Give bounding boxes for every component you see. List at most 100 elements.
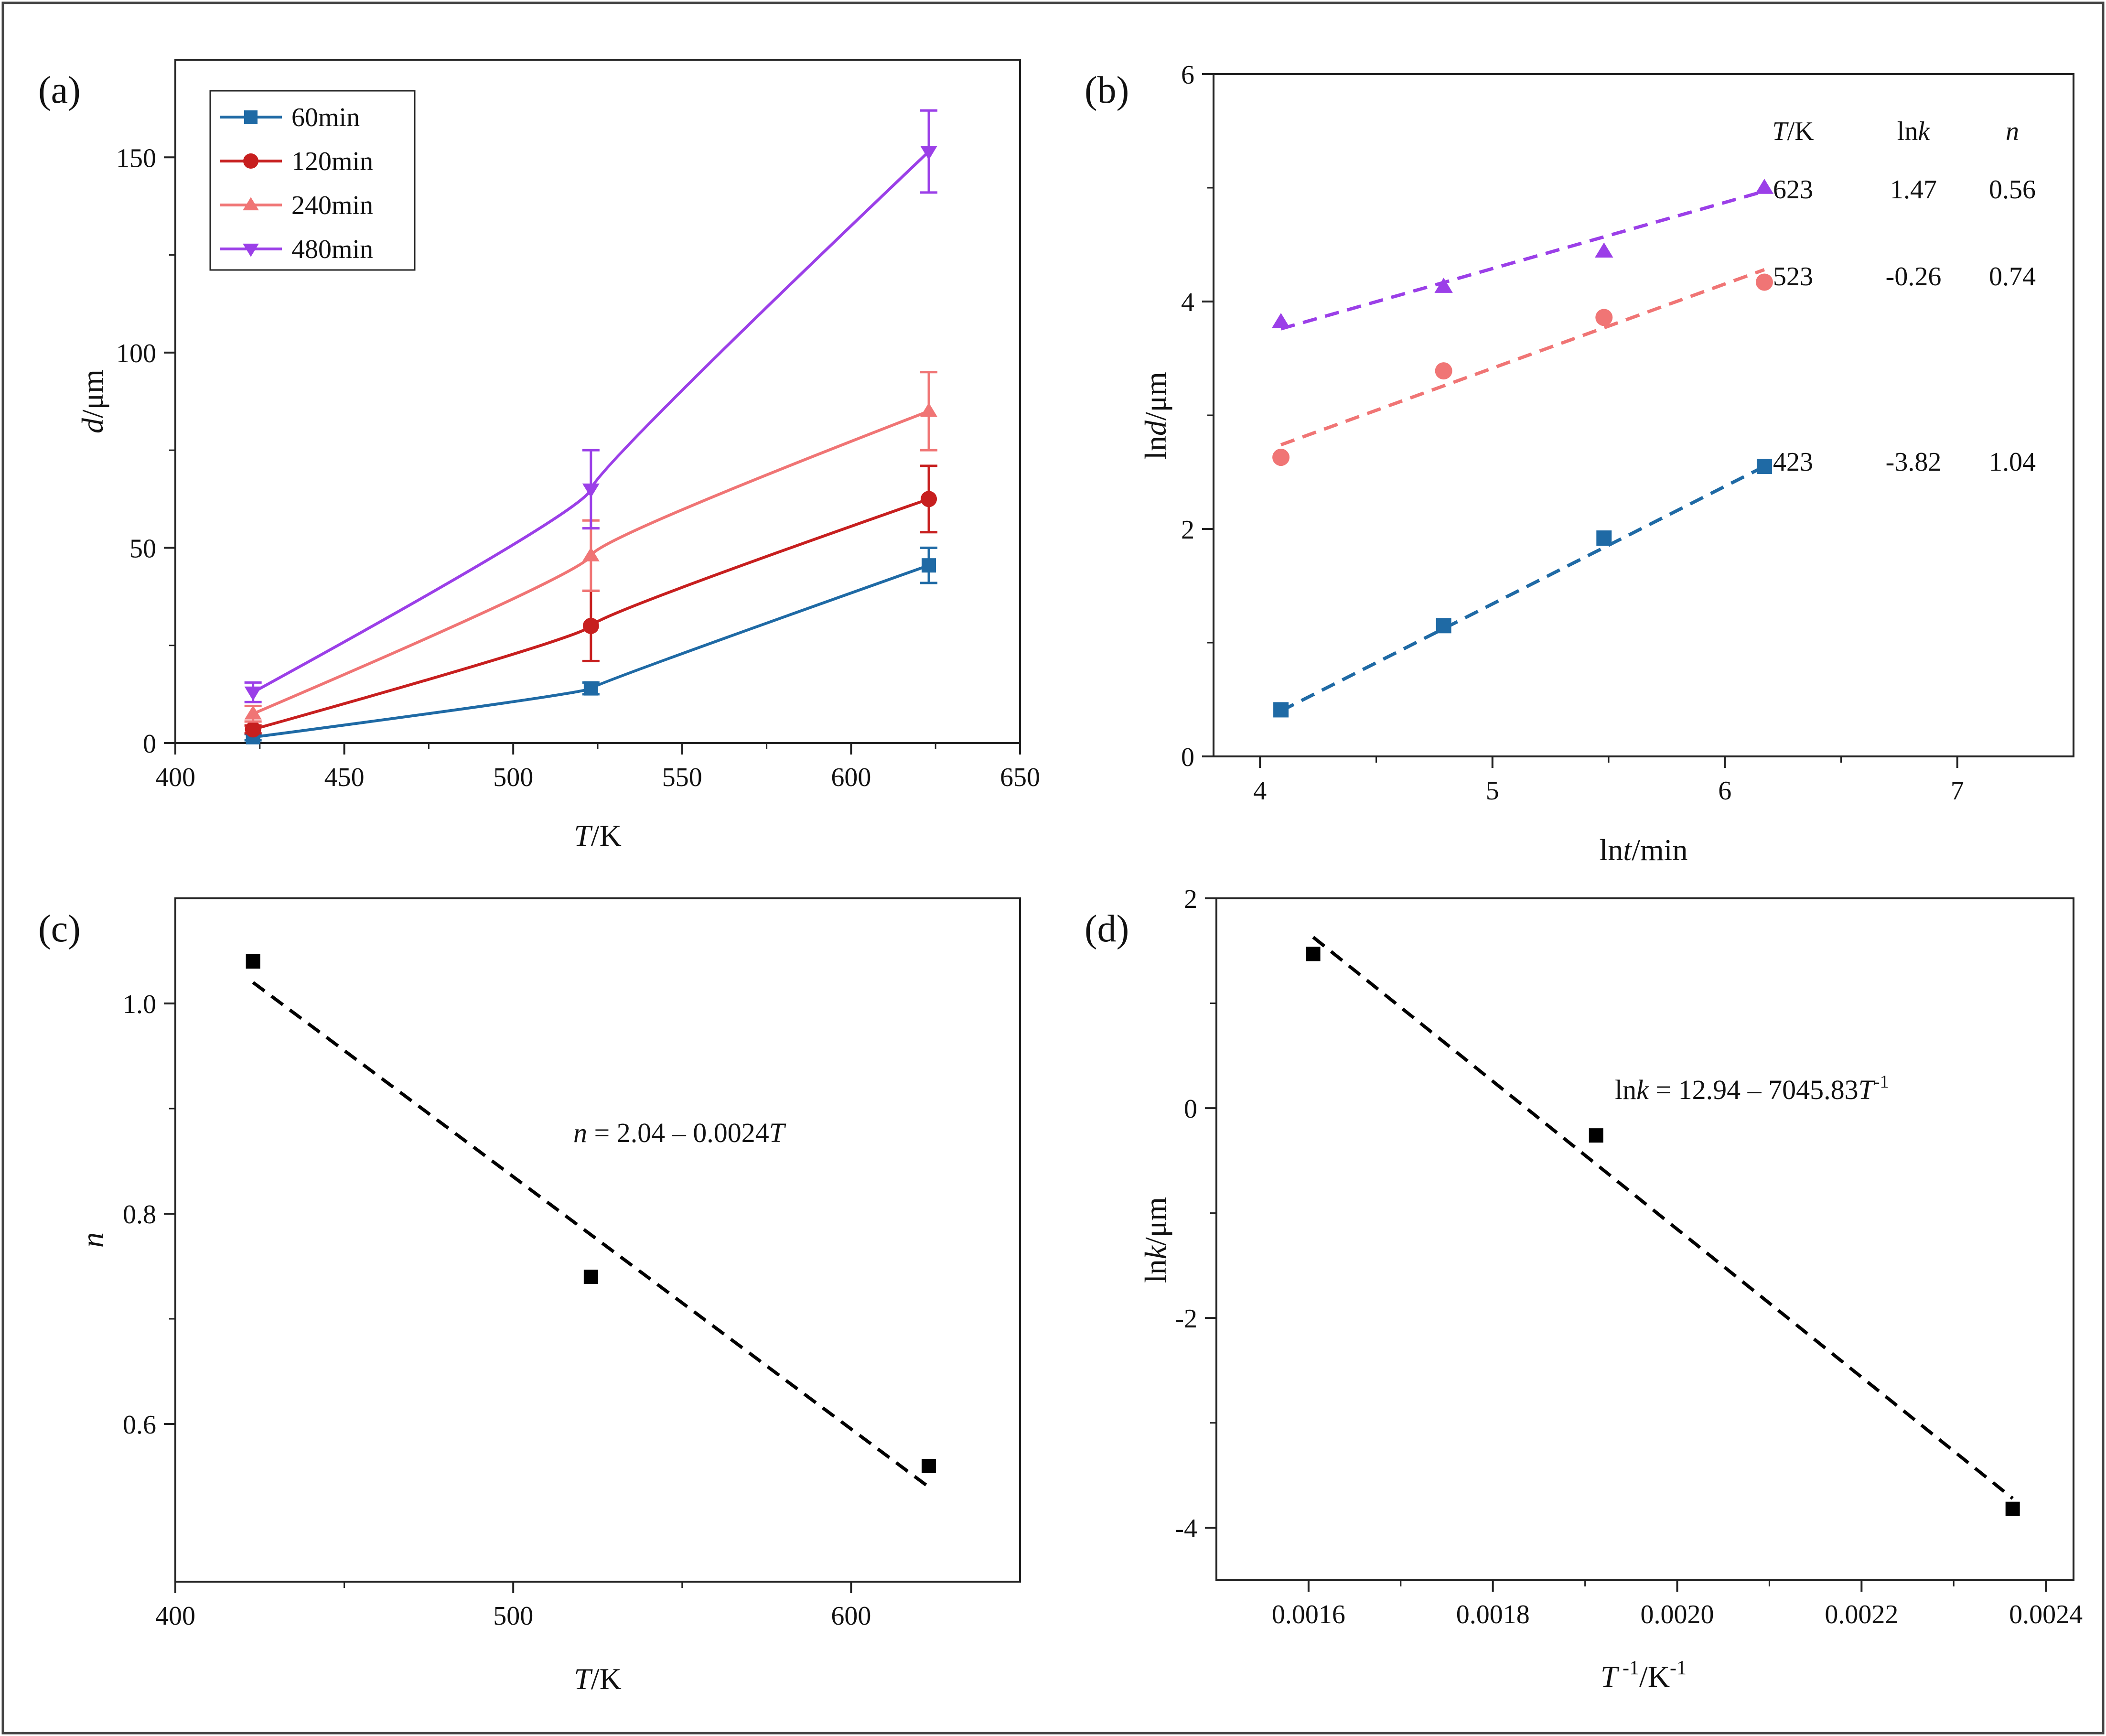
table-cell: 523 — [1773, 262, 1813, 291]
y-tick-label: 50 — [129, 534, 156, 563]
table-header-lnk: lnk — [1897, 117, 1931, 146]
y-tick-label: 0 — [1181, 743, 1194, 772]
y-tick-label: 1.0 — [123, 990, 156, 1019]
data-point-60min — [922, 558, 936, 573]
legend-marker-120min — [243, 153, 258, 169]
data-point — [246, 954, 260, 969]
series-a — [244, 109, 938, 744]
x-axis-title-b: lnt/min — [1600, 833, 1688, 867]
panel-a-label: (a) — [38, 69, 81, 111]
series-b — [1271, 179, 1774, 718]
x-tick-label: 4 — [1253, 776, 1267, 806]
data-point — [1306, 947, 1321, 961]
y-axis-title-c: n — [75, 1232, 109, 1248]
legend-marker-240min — [243, 197, 259, 211]
x-tick-label: 6 — [1718, 776, 1731, 806]
legend-label-120min: 120min — [291, 147, 373, 176]
y-tick-label: -2 — [1175, 1304, 1197, 1334]
panel-a: (a) 400 450 500 550 600 650 0 50 100 150 60min 120… — [38, 59, 1040, 852]
panel-c: (c) 400 500 600 0.6 0.8 1.0 n = 2.04 – 0.0024… — [38, 897, 1021, 1696]
data-point-423 — [1273, 702, 1289, 718]
table-cell: 1.04 — [1989, 447, 2036, 477]
x-axis-title-d: T -1/K-1 — [1601, 1657, 1687, 1693]
x-tick-label: 0.0018 — [1456, 1600, 1530, 1629]
data-point-480min — [244, 686, 262, 701]
series-c — [246, 954, 936, 1488]
legend-label-480min: 480min — [291, 235, 373, 264]
x-tick-label: 500 — [493, 1601, 533, 1631]
legend-a: 60min 120min 240min 480min — [209, 90, 416, 271]
y-tick-label: -4 — [1175, 1514, 1197, 1543]
x-tick-label: 7 — [1951, 776, 1964, 806]
axis-ticks-a: 400 450 500 550 600 650 0 50 100 150 — [116, 143, 1040, 792]
data-point-523 — [1595, 309, 1613, 326]
x-tick-label: 0.0020 — [1641, 1600, 1714, 1629]
x-axis-title-c: T/K — [574, 1662, 622, 1696]
data-point — [922, 1459, 936, 1473]
x-tick-label: 5 — [1486, 776, 1499, 806]
table-header-n: n — [2006, 117, 2019, 146]
fit-line — [1312, 936, 2014, 1500]
x-tick-label: 0.0022 — [1825, 1600, 1898, 1629]
data-point-480min — [582, 483, 600, 498]
fit-line-523 — [1280, 268, 1765, 447]
y-tick-label: 0 — [143, 729, 156, 759]
data-point-623 — [1755, 179, 1774, 194]
data-point-423 — [1596, 530, 1612, 546]
y-axis-title-b: lnd/μm — [1139, 372, 1172, 460]
data-point-120min — [921, 491, 937, 507]
y-tick-label: 0.8 — [123, 1200, 156, 1229]
data-point-240min — [244, 705, 262, 720]
y-tick-label: 150 — [116, 143, 156, 173]
y-tick-label: 100 — [116, 339, 156, 368]
data-point-120min — [582, 617, 599, 634]
y-tick-label: 2 — [1181, 515, 1194, 545]
data-point-623 — [1434, 278, 1453, 293]
table-cell: -0.26 — [1886, 262, 1942, 291]
legend-label-240min: 240min — [291, 191, 373, 220]
data-point-240min — [582, 547, 600, 561]
x-tick-label: 550 — [662, 763, 702, 792]
x-tick-label: 0.0024 — [2009, 1600, 2083, 1629]
fit-equation-c: n = 2.04 – 0.0024T — [573, 1117, 786, 1148]
x-tick-label: 400 — [155, 763, 195, 792]
table-cell: 623 — [1773, 175, 1813, 205]
y-tick-label: 0 — [1184, 1094, 1197, 1124]
data-point-423 — [1756, 459, 1772, 474]
panel-c-label: (c) — [38, 908, 81, 950]
panel-b-label: (b) — [1085, 69, 1129, 111]
data-point-523 — [1755, 273, 1773, 291]
axis-ticks-b: 4 5 6 7 0 2 4 6 — [1181, 60, 1964, 806]
data-point — [2005, 1501, 2020, 1516]
y-tick-label: 2 — [1184, 884, 1197, 914]
series-d — [1306, 936, 2020, 1516]
data-point-480min — [920, 146, 938, 160]
x-tick-label: 450 — [324, 763, 365, 792]
data-point-240min — [920, 402, 938, 417]
y-tick-label: 0.6 — [123, 1410, 156, 1440]
table-cell: 0.56 — [1989, 175, 2036, 205]
table-cell: 1.47 — [1890, 175, 1937, 205]
x-tick-label: 500 — [493, 763, 533, 792]
panel-d-label: (d) — [1085, 908, 1129, 950]
data-point-623 — [1595, 242, 1613, 258]
table-cell: 0.74 — [1989, 262, 2036, 291]
axis-ticks-d: 0.0016 0.0018 0.0020 0.0022 0.0024 -4 -2 0 2 — [1175, 884, 2083, 1629]
table-cell: -3.82 — [1886, 447, 1942, 477]
fit-line-623 — [1280, 189, 1765, 331]
x-tick-label: 600 — [831, 763, 871, 792]
data-point-523 — [1272, 449, 1290, 466]
x-axis-title-a: T/K — [574, 819, 622, 852]
table-header-T: T/K — [1772, 117, 1814, 146]
plot-frame-d — [1215, 897, 2074, 1581]
x-tick-label: 0.0016 — [1272, 1600, 1345, 1629]
panel-b: (b) 4 5 6 7 0 2 4 6 T/K lnk n 623 1.47 0.56 523… — [1085, 60, 2074, 867]
axis-ticks-c: 400 500 600 0.6 0.8 1.0 — [123, 990, 871, 1631]
x-tick-label: 600 — [831, 1601, 871, 1631]
table-cell: 423 — [1773, 447, 1813, 477]
data-point-423 — [1436, 618, 1451, 634]
legend-marker-60min — [244, 110, 258, 124]
panel-d: (d) 0.0016 0.0018 0.0020 0.0022 0.0024 -4 -2 0 2… — [1085, 884, 2083, 1693]
y-axis-title-d: lnk/μm — [1139, 1197, 1172, 1283]
